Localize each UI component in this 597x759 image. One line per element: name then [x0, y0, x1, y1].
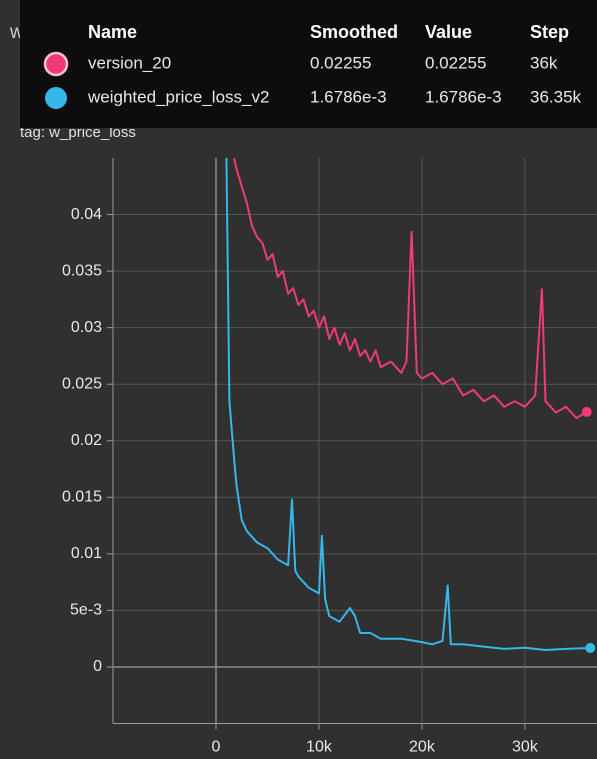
x-tick-label: 10k — [306, 739, 333, 756]
tooltip-cell: 0.02255 — [425, 53, 486, 72]
tooltip-box — [20, 0, 597, 128]
tooltip-header: Step — [530, 22, 569, 42]
plot — [225, 158, 596, 653]
y-tick-label: 0.025 — [62, 375, 102, 392]
tooltip-cell: 0.02255 — [310, 53, 371, 72]
end-point — [581, 406, 592, 417]
tooltip-header: Smoothed — [310, 22, 398, 42]
tooltip-header: Value — [425, 22, 472, 42]
y-tick-label: 5e-3 — [70, 602, 102, 619]
series-line — [232, 158, 588, 420]
y-tick-label: 0.04 — [71, 206, 102, 223]
tooltip-cell: 1.6786e-3 — [425, 87, 502, 106]
x-tick-label: 0 — [212, 739, 221, 756]
legend-label: version_20 — [88, 53, 171, 72]
end-point — [585, 642, 596, 653]
legend-label: weighted_price_loss_v2 — [87, 87, 269, 106]
tooltip-cell: 36.35k — [530, 87, 582, 106]
tooltip-cell: 1.6786e-3 — [310, 87, 387, 106]
x-tick-label: 20k — [409, 739, 436, 756]
y-tick-label: 0.01 — [71, 545, 102, 562]
y-tick-label: 0.015 — [62, 489, 102, 506]
y-tick-label: 0.03 — [71, 319, 102, 336]
tooltip-header: Name — [88, 22, 137, 42]
x-tick-label: 30k — [512, 739, 539, 756]
y-tick-label: 0.035 — [62, 262, 102, 279]
chart-subtitle: tag: w_price_loss — [20, 124, 136, 141]
grid: 0 5e-3 0.01 0.015 0.02 0.025 0.03 0.035 0.04 0 10k… — [62, 158, 597, 756]
series-line — [225, 158, 591, 651]
legend-dot — [45, 87, 67, 109]
tooltip-cell: 36k — [530, 53, 558, 72]
legend-dot — [43, 51, 69, 77]
y-tick-label: 0 — [93, 658, 102, 675]
y-tick-label: 0.02 — [71, 432, 102, 449]
tooltip: Name Smoothed Value Step version_20 0.02255 0.… — [20, 0, 597, 128]
